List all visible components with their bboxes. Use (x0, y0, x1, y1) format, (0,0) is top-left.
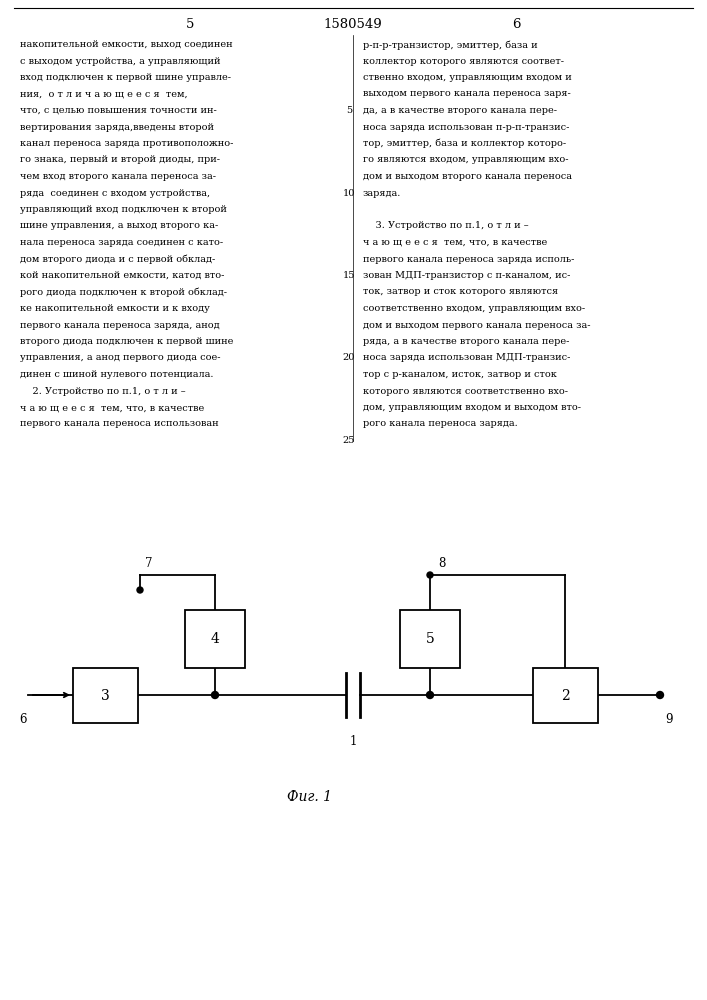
Text: 4: 4 (211, 632, 219, 646)
Text: 5: 5 (186, 18, 194, 31)
Text: 3. Устройство по п.1, о т л и –: 3. Устройство по п.1, о т л и – (363, 222, 529, 231)
Text: да, а в качестве второго канала пере-: да, а в качестве второго канала пере- (363, 106, 557, 115)
Text: зован МДП-транзистор с п-каналом, ис-: зован МДП-транзистор с п-каналом, ис- (363, 271, 571, 280)
Text: ч а ю щ е е с я  тем, что, в качестве: ч а ю щ е е с я тем, что, в качестве (363, 238, 547, 247)
Text: го знака, первый и второй диоды, при-: го знака, первый и второй диоды, при- (20, 155, 220, 164)
Text: 5: 5 (426, 632, 434, 646)
Text: дом и выходом первого канала переноса за-: дом и выходом первого канала переноса за… (363, 320, 590, 330)
Text: ряда, а в качестве второго канала пере-: ряда, а в качестве второго канала пере- (363, 337, 569, 346)
Text: рого диода подключен к второй обклад-: рого диода подключен к второй обклад- (20, 288, 227, 297)
Text: го являются входом, управляющим вхо-: го являются входом, управляющим вхо- (363, 155, 568, 164)
Text: 9: 9 (665, 713, 672, 726)
Circle shape (427, 572, 433, 578)
Bar (73, 668, 138, 723)
Text: вертирования заряда,введены второй: вертирования заряда,введены второй (20, 122, 214, 131)
Text: заряда.: заряда. (363, 188, 402, 198)
Text: первого канала переноса заряда исполь-: первого канала переноса заряда исполь- (363, 254, 574, 263)
Text: Фиг. 1: Фиг. 1 (288, 790, 332, 804)
Text: которого являются соответственно вхо-: которого являются соответственно вхо- (363, 386, 568, 395)
Text: 8: 8 (438, 557, 445, 570)
Text: нала переноса заряда соединен с като-: нала переноса заряда соединен с като- (20, 238, 223, 247)
Circle shape (426, 692, 433, 698)
Text: кой накопительной емкости, катод вто-: кой накопительной емкости, катод вто- (20, 271, 224, 280)
Text: носа заряда использован п-р-п-транзис-: носа заряда использован п-р-п-транзис- (363, 122, 569, 131)
Text: 6: 6 (19, 713, 27, 726)
Text: что, с целью повышения точности ин-: что, с целью повышения точности ин- (20, 106, 217, 115)
Text: коллектор которого являются соответ-: коллектор которого являются соответ- (363, 56, 564, 66)
Text: 2. Устройство по п.1, о т л и –: 2. Устройство по п.1, о т л и – (20, 386, 186, 395)
Text: накопительной емкости, выход соединен: накопительной емкости, выход соединен (20, 40, 233, 49)
Bar (400, 610, 460, 668)
Text: дом второго диода и с первой обклад-: дом второго диода и с первой обклад- (20, 254, 215, 264)
Bar (185, 610, 245, 668)
Text: тор с р-каналом, исток, затвор и сток: тор с р-каналом, исток, затвор и сток (363, 370, 557, 379)
Circle shape (137, 587, 143, 593)
Text: с выходом устройства, а управляющий: с выходом устройства, а управляющий (20, 56, 221, 66)
Text: 10: 10 (343, 188, 355, 198)
Text: дом, управляющим входом и выходом вто-: дом, управляющим входом и выходом вто- (363, 403, 581, 412)
Text: ния,  о т л и ч а ю щ е е с я  тем,: ния, о т л и ч а ю щ е е с я тем, (20, 90, 187, 99)
Text: канал переноса заряда противоположно-: канал переноса заряда противоположно- (20, 139, 233, 148)
Text: шине управления, а выход второго ка-: шине управления, а выход второго ка- (20, 222, 218, 231)
Text: 15: 15 (343, 271, 355, 280)
Text: носа заряда использован МДП-транзис-: носа заряда использован МДП-транзис- (363, 354, 571, 362)
Text: ственно входом, управляющим входом и: ственно входом, управляющим входом и (363, 73, 572, 82)
Text: соответственно входом, управляющим вхо-: соответственно входом, управляющим вхо- (363, 304, 585, 313)
Text: 1: 1 (349, 735, 357, 748)
Text: тор, эмиттер, база и коллектор которо-: тор, эмиттер, база и коллектор которо- (363, 139, 566, 148)
Text: первого канала переноса использован: первого канала переноса использован (20, 420, 218, 428)
Text: первого канала переноса заряда, анод: первого канала переноса заряда, анод (20, 320, 220, 330)
Text: 20: 20 (343, 354, 355, 362)
Text: ряда  соединен с входом устройства,: ряда соединен с входом устройства, (20, 188, 210, 198)
Text: р-п-р-транзистор, эмиттер, база и: р-п-р-транзистор, эмиттер, база и (363, 40, 537, 49)
Text: 2: 2 (561, 688, 570, 702)
Text: 1580549: 1580549 (324, 18, 382, 31)
Text: динен с шиной нулевого потенциала.: динен с шиной нулевого потенциала. (20, 370, 214, 379)
Text: 3: 3 (101, 688, 110, 702)
Text: второго диода подключен к первой шине: второго диода подключен к первой шине (20, 337, 233, 346)
Text: управляющий вход подключен к второй: управляющий вход подключен к второй (20, 205, 227, 214)
Text: ч а ю щ е е с я  тем, что, в качестве: ч а ю щ е е с я тем, что, в качестве (20, 403, 204, 412)
Circle shape (211, 692, 218, 698)
Text: чем вход второго канала переноса за-: чем вход второго канала переноса за- (20, 172, 216, 181)
Text: 25: 25 (343, 436, 355, 445)
Text: рого канала переноса заряда.: рого канала переноса заряда. (363, 420, 518, 428)
Text: управления, а анод первого диода сое-: управления, а анод первого диода сое- (20, 354, 221, 362)
Bar (533, 668, 598, 723)
Text: 5: 5 (346, 106, 352, 115)
Text: дом и выходом второго канала переноса: дом и выходом второго канала переноса (363, 172, 572, 181)
Text: ток, затвор и сток которого являются: ток, затвор и сток которого являются (363, 288, 558, 296)
Text: выходом первого канала переноса заря-: выходом первого канала переноса заря- (363, 90, 571, 99)
Text: ке накопительной емкости и к входу: ке накопительной емкости и к входу (20, 304, 210, 313)
Text: вход подключен к первой шине управле-: вход подключен к первой шине управле- (20, 73, 231, 82)
Text: 7: 7 (145, 557, 153, 570)
Circle shape (657, 692, 663, 698)
Text: 6: 6 (512, 18, 520, 31)
